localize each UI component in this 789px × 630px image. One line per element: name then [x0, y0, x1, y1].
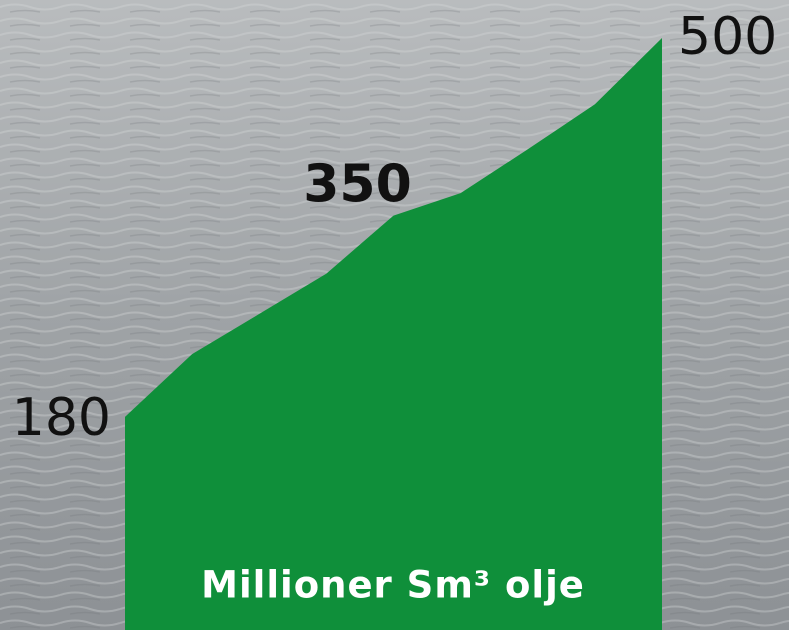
value-label: 500: [678, 7, 777, 67]
chart-title: Millioner Sm³ olje: [201, 564, 585, 607]
area: [125, 38, 662, 630]
plot-area: 180 350 500: [12, 7, 777, 630]
value-label: 350: [303, 155, 412, 215]
value-label: 180: [12, 388, 111, 448]
